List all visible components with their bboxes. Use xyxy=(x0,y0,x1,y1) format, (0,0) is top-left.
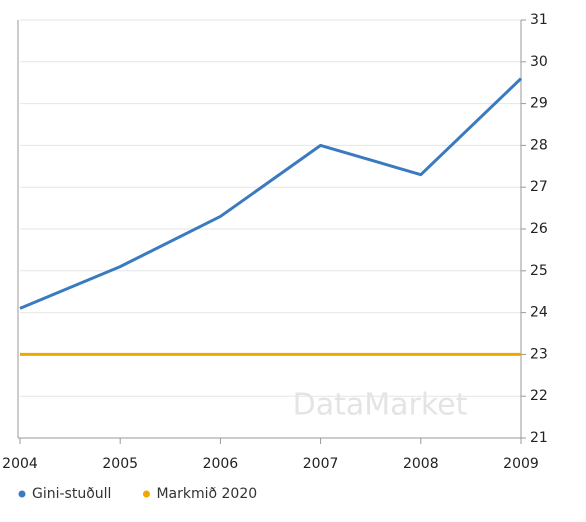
y-tick-label: 24 xyxy=(530,305,548,321)
y-tick-label: 26 xyxy=(530,221,548,237)
x-tick-label: 2007 xyxy=(303,456,339,472)
legend-marker xyxy=(18,490,26,498)
legend-label: Gini-stuðull xyxy=(32,486,111,502)
x-tick-label: 2005 xyxy=(102,456,138,472)
y-tick-label: 21 xyxy=(530,430,548,446)
y-tick-label: 31 xyxy=(530,12,548,28)
y-tick-label: 23 xyxy=(530,346,548,362)
line-series xyxy=(19,77,523,310)
x-tick-label: 2006 xyxy=(203,456,239,472)
x-tick-label: 2004 xyxy=(2,456,38,472)
y-tick-label: 29 xyxy=(530,96,548,112)
y-tick-label: 28 xyxy=(530,137,548,153)
y-tick-label: 30 xyxy=(530,54,548,70)
y-tick-label: 27 xyxy=(530,179,548,195)
watermark: DataMarket xyxy=(293,388,468,423)
legend-label: Markmið 2020 xyxy=(156,486,257,502)
y-tick-label: 22 xyxy=(530,388,548,404)
y-tick-label: 25 xyxy=(530,263,548,279)
x-tick-label: 2008 xyxy=(403,456,439,472)
x-tick-label: 2009 xyxy=(503,456,539,472)
legend-marker xyxy=(142,490,150,498)
